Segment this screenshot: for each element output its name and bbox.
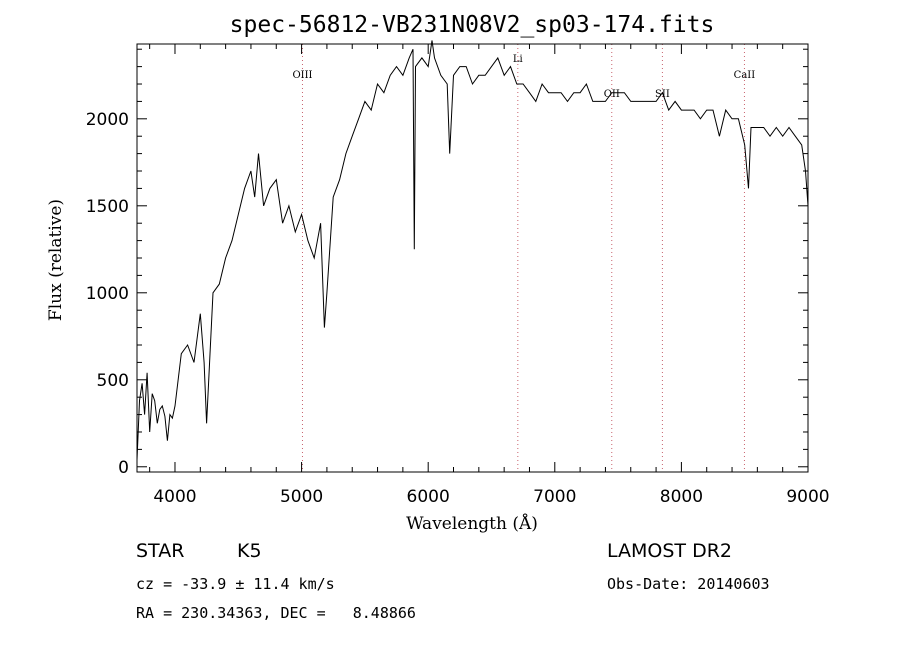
- chart-title: spec-56812-VB231N08V2_sp03-174.fits: [230, 12, 715, 38]
- marker-label-li: Li: [513, 54, 523, 65]
- x-tick-label: 4000: [153, 487, 196, 507]
- spectral-line-markers: OIII Li OII SII CaII: [292, 44, 755, 472]
- y-tick-label: 1500: [86, 197, 129, 217]
- spectrum-line: [136, 40, 809, 460]
- marker-label-oiii: OIII: [292, 70, 312, 81]
- y-tick-label: 2000: [86, 110, 129, 130]
- redshift-text: cz = -33.9 ± 11.4 km/s: [136, 575, 335, 593]
- object-class: STAR: [136, 540, 185, 562]
- x-axis-label: Wavelength (Å): [406, 513, 538, 534]
- survey-label: LAMOST DR2: [607, 540, 732, 562]
- marker-label-caii: CaII: [734, 70, 756, 81]
- y-axis-label: Flux (relative): [46, 199, 66, 321]
- obs-date-text: Obs-Date: 20140603: [607, 575, 770, 593]
- marker-label-sii: SII: [655, 89, 670, 100]
- marker-label-oii: OII: [604, 89, 620, 100]
- object-subclass: K5: [237, 540, 262, 562]
- y-tick-label: 1000: [86, 284, 129, 304]
- axis-ticks: 4000 5000 6000 7000 8000 9000 0 500 1000 1500 2000: [86, 44, 830, 507]
- x-tick-label: 7000: [533, 487, 576, 507]
- x-tick-label: 6000: [407, 487, 450, 507]
- x-tick-label: 5000: [280, 487, 323, 507]
- y-tick-label: 500: [97, 371, 129, 391]
- y-tick-label: 0: [118, 458, 129, 478]
- plot-frame: [136, 43, 809, 473]
- coords-text: RA = 230.34363, DEC = 8.48866: [136, 604, 416, 622]
- x-tick-label: 9000: [786, 487, 829, 507]
- x-tick-label: 8000: [660, 487, 703, 507]
